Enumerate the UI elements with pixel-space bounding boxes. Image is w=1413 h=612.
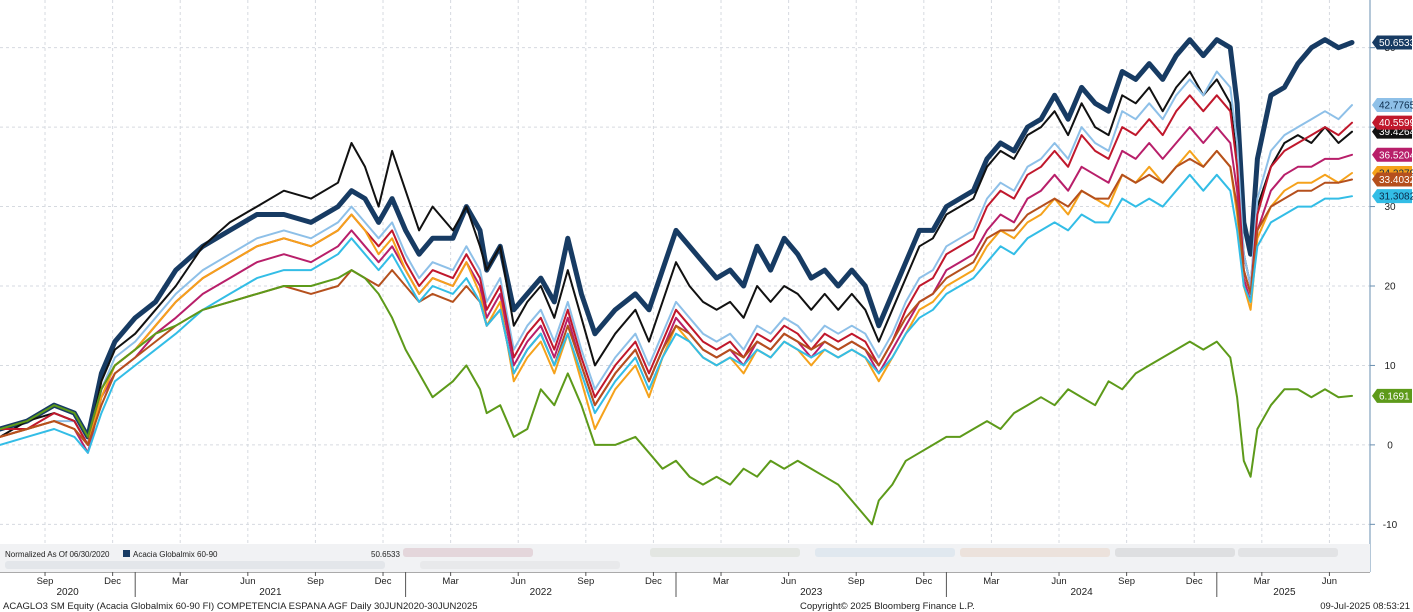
footer-security-label: ACAGLO3 SM Equity (Acacia Globalmix 60-9… bbox=[3, 601, 477, 612]
x-year-label: 2022 bbox=[530, 587, 553, 598]
last-value-tag-label: 6.1691 bbox=[1379, 391, 1410, 402]
last-value-tag-shape bbox=[1372, 35, 1412, 50]
x-year-label: 2020 bbox=[56, 587, 79, 598]
legend-main-series-value: 50.6533 bbox=[371, 550, 400, 559]
x-year-label: 2023 bbox=[800, 587, 823, 598]
y-tick-label: 10 bbox=[1384, 361, 1396, 372]
legend-normalized-label: Normalized As Of 06/30/2020 bbox=[5, 550, 110, 559]
last-value-tag-label: 31.3082 bbox=[1379, 192, 1413, 203]
last-value-tag-label: 33.4032 bbox=[1379, 175, 1413, 186]
x-month-label: Jun bbox=[1051, 576, 1066, 587]
last-value-tag-label: 42.7765 bbox=[1379, 101, 1413, 112]
last-value-tag-9: 6.1691 bbox=[1372, 388, 1412, 403]
last-value-tag-4: 40.5599 bbox=[1372, 115, 1413, 130]
series-layer bbox=[0, 37, 1355, 526]
x-month-label: Dec bbox=[104, 576, 121, 587]
grid-layer bbox=[0, 0, 1370, 544]
last-value-tag-label: 40.5599 bbox=[1379, 118, 1413, 129]
legend-blurred-entry bbox=[815, 548, 955, 557]
last-value-tag-label: 50.6533 bbox=[1379, 38, 1413, 49]
y-tick-label: -10 bbox=[1383, 520, 1398, 531]
legend-blurred-entry bbox=[1238, 548, 1338, 557]
last-value-tag-shape bbox=[1372, 115, 1412, 130]
series-line-1 bbox=[0, 37, 1355, 440]
last-value-tag-label: 36.5204 bbox=[1379, 150, 1413, 161]
x-month-label: Sep bbox=[37, 576, 54, 587]
x-year-label: 2021 bbox=[259, 587, 282, 598]
x-month-label: Mar bbox=[442, 576, 458, 587]
x-month-label: Jun bbox=[1322, 576, 1337, 587]
footer-background bbox=[0, 597, 1413, 612]
legend-swatch-main bbox=[123, 550, 130, 557]
legend-blurred-entry bbox=[650, 548, 800, 557]
x-month-label: Sep bbox=[1118, 576, 1135, 587]
x-year-label: 2024 bbox=[1070, 587, 1093, 598]
x-month-label: Dec bbox=[645, 576, 662, 587]
series-line-2 bbox=[0, 70, 1353, 446]
last-value-tag-shape bbox=[1372, 98, 1412, 113]
x-month-label: Jun bbox=[240, 576, 255, 587]
last-value-tag-shape bbox=[1372, 147, 1412, 162]
series-line-8 bbox=[0, 173, 1353, 454]
x-month-label: Dec bbox=[1186, 576, 1203, 587]
last-value-tag-8: 31.3082 bbox=[1372, 189, 1413, 204]
legend-blurred-entry bbox=[403, 548, 533, 557]
x-month-label: Mar bbox=[172, 576, 188, 587]
last-value-tag-shape bbox=[1372, 388, 1412, 403]
footer-timestamp: 09-Jul-2025 08:53:21 bbox=[1320, 601, 1410, 612]
last-value-tag-5: 36.5204 bbox=[1372, 147, 1413, 162]
legend-main-series-label: Acacia Globalmix 60-90 bbox=[133, 550, 218, 559]
x-month-label: Dec bbox=[915, 576, 932, 587]
x-month-label: Sep bbox=[577, 576, 594, 587]
last-value-tag-1: 50.6533 bbox=[1372, 35, 1413, 50]
x-month-label: Dec bbox=[375, 576, 392, 587]
y-tick-label: 30 bbox=[1384, 202, 1396, 213]
y-tick-label: 0 bbox=[1387, 440, 1393, 451]
x-month-label: Jun bbox=[511, 576, 526, 587]
legend-blurred-entry bbox=[960, 548, 1110, 557]
last-value-tag-shape bbox=[1372, 172, 1412, 187]
x-month-label: Jun bbox=[781, 576, 796, 587]
series-line-3 bbox=[0, 70, 1353, 446]
footer-copyright: Copyright© 2025 Bloomberg Finance L.P. bbox=[800, 601, 975, 612]
legend-blurred-entry bbox=[1115, 548, 1235, 557]
legend: Normalized As Of 06/30/2020 Acacia Globa… bbox=[0, 544, 1370, 572]
last-value-tag-shape bbox=[1372, 189, 1412, 204]
series-line-7 bbox=[0, 149, 1353, 446]
series-line-9 bbox=[0, 269, 1353, 526]
x-month-label: Sep bbox=[307, 576, 324, 587]
x-month-label: Sep bbox=[848, 576, 865, 587]
x-month-label: Mar bbox=[1254, 576, 1270, 587]
last-value-tag-3: 42.7765 bbox=[1372, 98, 1413, 113]
y-tick-label: 20 bbox=[1384, 282, 1396, 293]
x-month-label: Mar bbox=[983, 576, 999, 587]
x-month-label: Mar bbox=[713, 576, 729, 587]
x-year-label: 2025 bbox=[1273, 587, 1296, 598]
legend-blurred-entry bbox=[420, 561, 620, 569]
last-value-tag-label: 39.4264 bbox=[1379, 127, 1413, 138]
last-value-tag-7: 33.4032 bbox=[1372, 172, 1413, 187]
legend-blurred-entry bbox=[5, 561, 385, 569]
